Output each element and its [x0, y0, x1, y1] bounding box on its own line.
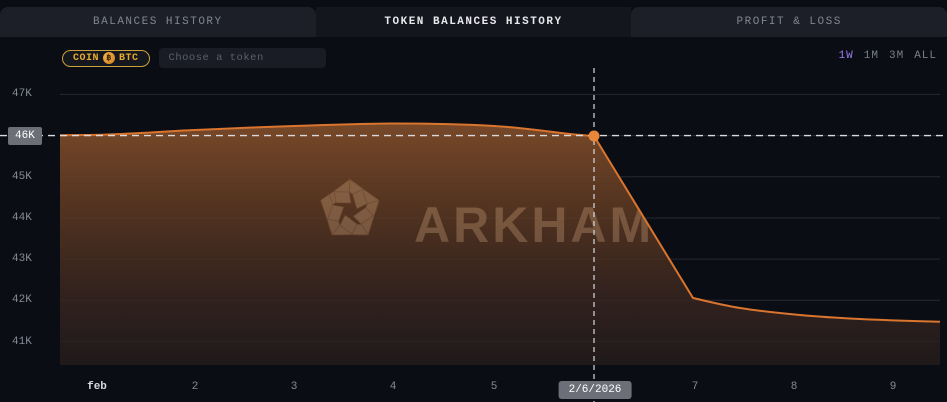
svg-text:ARKHAM: ARKHAM	[414, 197, 654, 253]
